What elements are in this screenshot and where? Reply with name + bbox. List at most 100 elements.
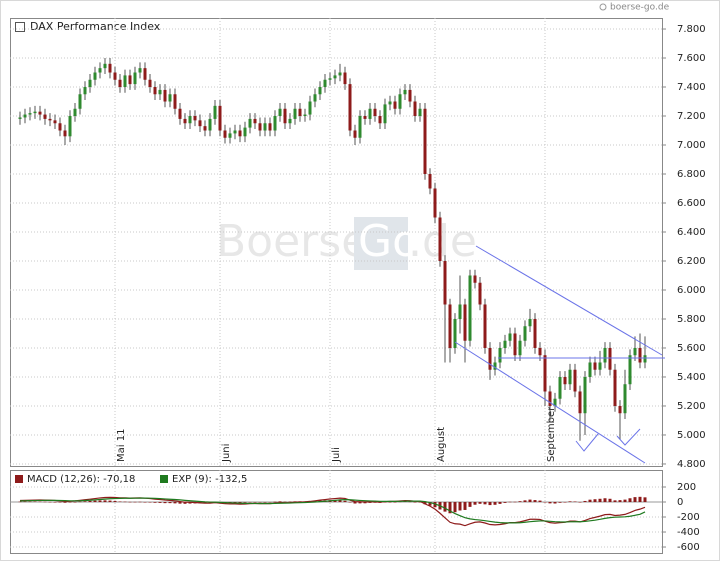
legend-label: EXP (9): -132,5: [172, 474, 247, 485]
candle-body: [208, 118, 212, 131]
histogram-bar: [173, 502, 177, 504]
histogram-bar: [583, 500, 587, 503]
y-tick-label: 200: [677, 482, 696, 493]
candle-body: [223, 130, 227, 138]
candle-body: [133, 72, 137, 85]
histogram-bar: [613, 500, 617, 503]
histogram-bar: [178, 502, 182, 504]
histogram-bar: [263, 502, 267, 503]
candle-body: [473, 275, 477, 283]
histogram-bar: [393, 502, 397, 503]
candle-body: [608, 347, 612, 370]
trend-line: [454, 341, 646, 464]
candle-body: [308, 101, 312, 115]
histogram-bar: [113, 500, 117, 503]
candle-body: [458, 304, 462, 319]
candle-body: [358, 116, 362, 138]
candle-body: [23, 114, 27, 118]
candle-body: [253, 118, 257, 124]
candle-body: [258, 123, 262, 131]
candle-body: [128, 75, 132, 85]
histogram-bar: [633, 497, 637, 503]
histogram-bar: [248, 502, 252, 503]
check-mark: [616, 428, 641, 446]
candle-body: [618, 405, 622, 414]
histogram-bar: [163, 502, 167, 504]
histogram-bar: [548, 502, 552, 504]
candle-body: [198, 120, 202, 127]
histogram-bar: [233, 502, 237, 503]
histogram-bar: [288, 501, 292, 503]
candle-body: [423, 108, 427, 175]
candle-body: [138, 68, 142, 73]
histogram-bar: [418, 502, 422, 503]
legend-swatch: [160, 475, 168, 483]
candle-body: [363, 116, 367, 119]
candle-body: [93, 72, 97, 80]
candle-body: [498, 347, 502, 363]
candle-body: [118, 79, 122, 88]
histogram-bar: [153, 502, 157, 503]
histogram-bar: [43, 501, 47, 503]
candle-body: [558, 376, 562, 399]
candle-body: [633, 347, 637, 356]
histogram-bar: [283, 501, 287, 503]
y-tick-label: 7.600: [677, 53, 706, 64]
candle-body: [318, 87, 322, 95]
histogram-bar: [68, 502, 72, 503]
candle-body: [388, 101, 392, 105]
candle-body: [638, 347, 642, 363]
source: boerse-go.de: [610, 3, 670, 13]
y-tick-label: -200: [677, 512, 700, 523]
histogram-bar: [33, 501, 37, 503]
y-tick-label: 0: [677, 497, 683, 508]
histogram-bar: [63, 502, 67, 503]
histogram-bar: [573, 501, 577, 503]
y-tick-label: 6.600: [677, 198, 706, 209]
candle-body: [213, 105, 217, 119]
candle-body: [603, 347, 607, 363]
histogram-bar: [48, 501, 52, 503]
y-tick-label: 5.600: [677, 343, 706, 354]
candle-body: [468, 275, 472, 341]
candle-body: [543, 355, 547, 392]
candle-body: [58, 123, 62, 131]
histogram-bar: [88, 500, 92, 503]
candle-body: [233, 130, 237, 134]
histogram-bar: [558, 502, 562, 503]
candle-body: [428, 174, 432, 189]
candle-body: [323, 79, 327, 88]
candle-body: [433, 188, 437, 218]
candle-body: [248, 118, 252, 128]
candle-body: [553, 398, 557, 406]
histogram-bar: [628, 498, 632, 503]
histogram-bar: [473, 502, 477, 505]
histogram-bar: [168, 502, 172, 504]
candle-body: [303, 114, 307, 117]
y-tick-label: 5.200: [677, 401, 706, 412]
candle-body: [348, 84, 352, 131]
histogram-bar: [98, 500, 102, 503]
candle-body: [228, 133, 232, 138]
candle-body: [328, 78, 332, 80]
y-tick-label: -400: [677, 527, 700, 538]
candle-body: [483, 304, 487, 348]
candle-body: [398, 94, 402, 109]
candle-body: [373, 108, 377, 117]
watermark-part: .de: [408, 216, 477, 267]
histogram-bar: [478, 502, 482, 504]
histogram-bar: [448, 502, 452, 514]
candle-body: [243, 127, 247, 137]
legend-label: MACD (12,26): -70,18: [27, 474, 135, 485]
histogram-bar: [463, 502, 467, 510]
plot-frame: [10, 18, 663, 467]
candle-body: [78, 94, 82, 109]
candle-body: [38, 111, 42, 115]
candle-body: [408, 89, 412, 102]
candle-body: [403, 89, 407, 95]
candle-body: [578, 391, 582, 414]
y-tick-label: 7.800: [677, 24, 706, 35]
candle-body: [238, 130, 242, 137]
candle-body: [53, 120, 57, 124]
